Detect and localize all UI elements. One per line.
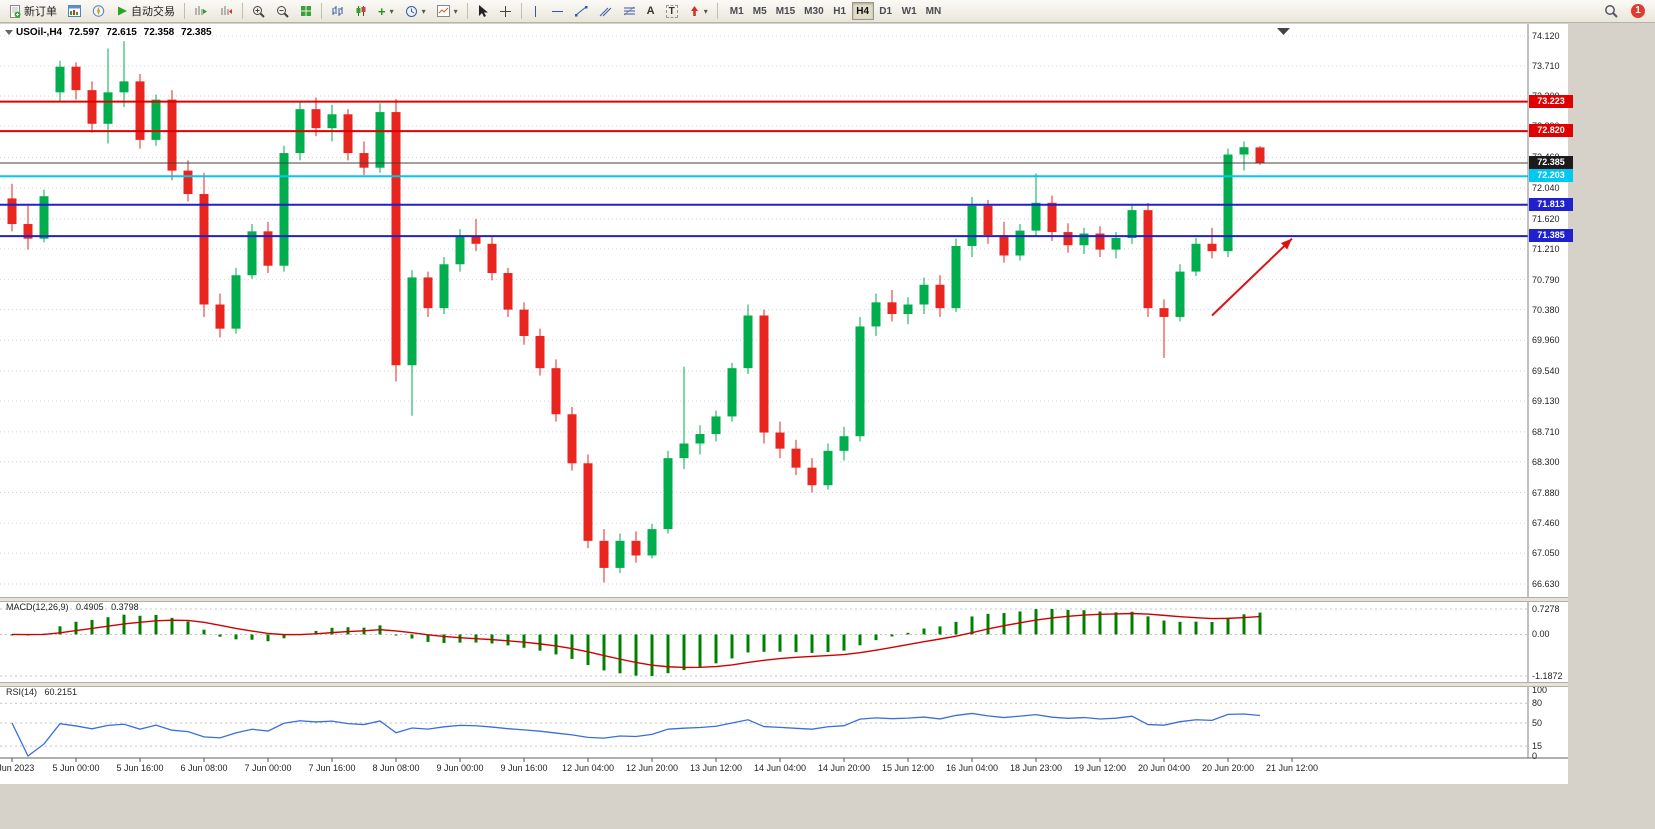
price-axis[interactable] <box>1528 24 1568 758</box>
chart-plot-area[interactable] <box>0 24 1528 597</box>
new-order-label: 新订单 <box>24 6 57 18</box>
close-value: 72.385 <box>181 27 212 38</box>
caret-down-icon: ▾ <box>703 6 708 16</box>
high-value: 72.615 <box>106 27 137 38</box>
fibonacci-icon <box>623 5 636 17</box>
caret-down-icon: ▾ <box>453 6 458 16</box>
low-value: 72.358 <box>143 27 175 38</box>
arrows-button[interactable]: ▾ <box>684 1 713 21</box>
market-watch-icon <box>68 5 81 17</box>
auto-trading-icon <box>116 5 128 17</box>
templates-button[interactable]: ▾ <box>432 1 463 21</box>
toolbar-separator <box>520 3 522 19</box>
timeframe-mn-button[interactable]: MN <box>922 2 946 20</box>
navigator-button[interactable] <box>87 1 110 21</box>
time-axis[interactable] <box>0 758 1568 784</box>
macd-pane[interactable] <box>0 602 1528 682</box>
new-order-icon <box>9 4 21 18</box>
notification-badge[interactable]: 1 <box>1631 4 1645 18</box>
search-button[interactable] <box>1599 1 1623 21</box>
channel-icon <box>599 5 612 17</box>
zoom-in-button[interactable] <box>247 1 270 21</box>
open-value: 72.597 <box>68 27 100 38</box>
periods-button[interactable]: ▾ <box>400 1 431 21</box>
label-tool-icon: T <box>665 4 678 18</box>
symbol-period-label: USOil-,H4 <box>16 27 63 38</box>
chart-template-icon <box>436 5 450 17</box>
toolbar-right-group: 1 <box>1599 1 1651 21</box>
autoscroll-button[interactable] <box>189 1 213 21</box>
bar-chart-icon <box>331 5 344 17</box>
crosshair-icon <box>499 5 512 18</box>
horizontal-line-icon <box>551 7 564 16</box>
tile-windows-button[interactable] <box>295 1 317 21</box>
autoscroll-icon <box>194 5 208 17</box>
timeframe-h4-button[interactable]: H4 <box>851 2 874 20</box>
fibonacci-button[interactable] <box>618 1 641 21</box>
rsi-label: RSI(14) <box>6 687 38 697</box>
trendline-icon <box>574 5 588 17</box>
toolbar-separator <box>184 3 185 19</box>
timeframe-group: M1 M5 M15 M30 H1 H4 D1 W1 MN <box>726 2 945 20</box>
search-icon <box>1604 4 1618 18</box>
caret-down-icon: ▾ <box>421 6 426 16</box>
zoom-in-icon <box>252 5 265 18</box>
timeframe-m15-button[interactable]: M15 <box>772 2 799 20</box>
vertical-line-button[interactable] <box>526 1 545 21</box>
main-toolbar: 新订单 自动交易 <box>0 0 1655 23</box>
text-tool-icon: A <box>646 5 655 17</box>
arrow-up-icon <box>689 5 700 17</box>
clock-icon <box>405 5 418 18</box>
macd-header: MACD(12,26,9) 0.4905 0.3798 <box>6 602 144 612</box>
indicators-plus-icon: + <box>378 3 386 19</box>
rsi-pane[interactable] <box>0 687 1528 758</box>
navigator-icon <box>92 5 105 17</box>
rsi-value: 60.2151 <box>44 687 78 697</box>
label-tool-button[interactable]: T <box>661 1 683 21</box>
indicators-button[interactable]: + ▾ <box>373 1 399 21</box>
channel-button[interactable] <box>594 1 617 21</box>
timeframe-m30-button[interactable]: M30 <box>800 2 827 20</box>
auto-trading-button[interactable]: 自动交易 <box>111 1 180 21</box>
timeframe-h1-button[interactable]: H1 <box>829 2 851 20</box>
horizontal-line-button[interactable] <box>546 1 569 21</box>
tile-windows-icon <box>300 5 312 17</box>
crosshair-button[interactable] <box>494 1 517 21</box>
chart-title: USOil-,H4 72.597 72.615 72.358 72.385 <box>16 27 216 38</box>
timeframe-m1-button[interactable]: M1 <box>726 2 748 20</box>
auto-trading-label: 自动交易 <box>131 6 175 18</box>
rsi-header: RSI(14) 60.2151 <box>6 687 82 697</box>
macd-signal-value: 0.3798 <box>111 602 139 612</box>
cursor-icon <box>477 4 488 18</box>
timeframe-d1-button[interactable]: D1 <box>875 2 897 20</box>
zoom-out-button[interactable] <box>271 1 294 21</box>
timeframe-w1-button[interactable]: W1 <box>898 2 921 20</box>
trendline-button[interactable] <box>570 1 593 21</box>
macd-main-value: 0.4905 <box>76 602 104 612</box>
toolbar-separator <box>321 3 322 19</box>
candlestick-chart-icon <box>355 5 367 17</box>
pane-separator-macd[interactable] <box>0 597 1568 602</box>
cursor-button[interactable] <box>472 1 493 21</box>
zoom-out-icon <box>276 5 289 18</box>
candlestick-chart-button[interactable] <box>350 1 372 21</box>
market-watch-button[interactable] <box>63 1 86 21</box>
macd-label: MACD(12,26,9) <box>6 602 69 612</box>
toolbar-separator <box>716 3 718 19</box>
bar-chart-button[interactable] <box>326 1 349 21</box>
caret-down-icon: ▾ <box>389 6 394 16</box>
chart-shift-button[interactable] <box>214 1 238 21</box>
vertical-line-icon <box>531 5 540 18</box>
toolbar-separator <box>466 3 468 19</box>
text-tool-button[interactable]: A <box>642 1 660 21</box>
chart-shift-icon <box>219 5 233 17</box>
new-order-button[interactable]: 新订单 <box>4 1 62 21</box>
timeframe-m5-button[interactable]: M5 <box>749 2 771 20</box>
pane-separator-rsi[interactable] <box>0 682 1568 687</box>
toolbar-separator <box>242 3 243 19</box>
